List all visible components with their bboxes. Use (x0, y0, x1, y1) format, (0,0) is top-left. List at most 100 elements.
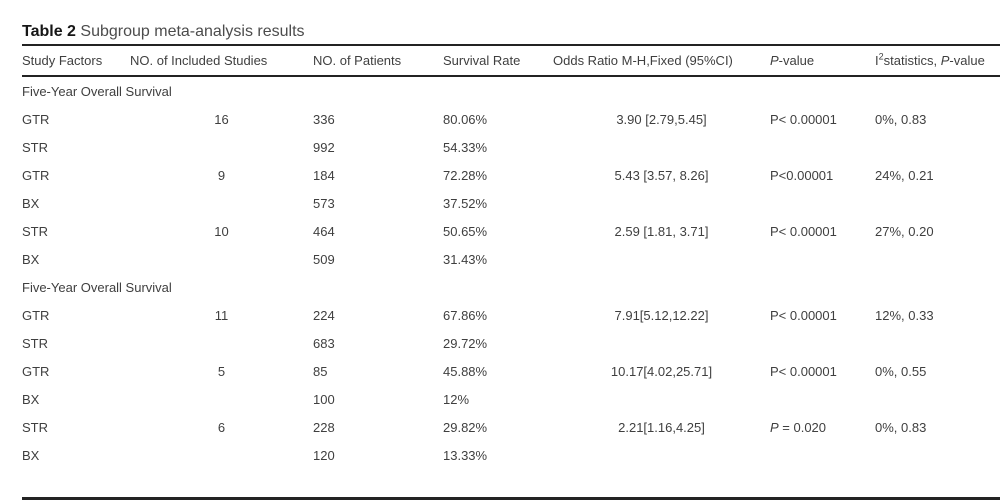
table-title-text: Subgroup meta-analysis results (75, 23, 305, 40)
table-row: BX 509 31.43% (22, 245, 1000, 273)
cell-survival-rate: 29.72% (443, 335, 488, 351)
cell-patients (313, 469, 443, 499)
cell-odds-ratio (553, 385, 770, 413)
table-row: GTR 11 224 67.86% 7.91[5.12,12.22] P< 0.… (22, 301, 1000, 329)
cell-patients: 464 (313, 223, 335, 239)
cell-included-studies: 16 (214, 111, 229, 127)
cell-survival-rate: 67.86% (443, 307, 488, 323)
cell-survival-rate (443, 469, 553, 499)
table-row: STR 992 54.33% (22, 133, 1000, 161)
cell-odds-ratio (553, 245, 770, 273)
cell-study-factor (22, 469, 130, 499)
cell-i2 (875, 329, 1000, 357)
table-row: STR 10 464 50.65% 2.59 [1.81, 3.71] P< 0… (22, 217, 1000, 245)
p-value-rest: -value (778, 53, 815, 68)
cell-i2 (875, 469, 1000, 499)
header-patients: NO. of Patients (313, 45, 443, 77)
cell-patients: 184 (313, 167, 335, 183)
cell-included-studies (130, 385, 313, 413)
header-i2-statistics: I2statistics, P-value (875, 45, 1000, 77)
cell-p-text: P< 0.00001 (770, 307, 837, 323)
cell-p-text: P< 0.00001 (770, 363, 837, 379)
cell-study-factor: GTR (22, 363, 50, 379)
cell-survival-rate: 37.52% (443, 195, 488, 211)
i2-rest: -value (949, 53, 985, 68)
table-row: GTR 5 85 45.88% 10.17[4.02,25.71] P< 0.0… (22, 357, 1000, 385)
cell-odds-ratio (553, 189, 770, 217)
i2-prefix: I (875, 53, 879, 68)
cell-i2 (875, 189, 1000, 217)
cell-survival-rate: 80.06% (443, 111, 488, 127)
section-row: Five-Year Overall Survival (22, 273, 1000, 301)
table-title: Table 2 Subgroup meta-analysis results (22, 22, 1000, 41)
cell-study-factor: GTR (22, 167, 50, 183)
cell-survival-rate: 50.65% (443, 223, 488, 239)
cell-study-factor: BX (22, 391, 40, 407)
cell-patients: 683 (313, 335, 335, 351)
cell-p-value: P = 0.020 (770, 413, 875, 441)
cell-survival-rate: 31.43% (443, 251, 488, 267)
cell-i2 (875, 385, 1000, 413)
cell-i2: 0%, 0.83 (875, 111, 927, 127)
cell-included-studies: 11 (214, 307, 229, 323)
cell-odds-ratio (553, 469, 770, 499)
i2-p-italic: P (940, 53, 950, 68)
table-row: GTR 9 184 72.28% 5.43 [3.57, 8.26] P<0.0… (22, 161, 1000, 189)
i2-mid: statistics, (883, 53, 941, 68)
header-odds-ratio: Odds Ratio M-H,Fixed (95%CI) (553, 45, 770, 77)
cell-p-value (770, 329, 875, 357)
cell-p-value: P< 0.00001 (770, 105, 875, 133)
cell-included-studies (130, 441, 313, 469)
cell-i2: 24%, 0.21 (875, 167, 934, 183)
cell-odds-ratio (553, 329, 770, 357)
cell-patients: 120 (313, 447, 335, 463)
cell-p-value (770, 245, 875, 273)
cell-p-text: = 0.020 (778, 419, 827, 435)
cell-study-factor: STR (22, 335, 48, 351)
cell-included-studies: 10 (214, 223, 229, 239)
cell-patients: 85 (313, 363, 328, 379)
cell-included-studies: 5 (217, 363, 226, 379)
i2-superscript: 2 (878, 51, 884, 62)
cell-study-factor: BX (22, 447, 40, 463)
cell-i2: 27%, 0.20 (875, 223, 934, 239)
section-row: Five-Year Overall Survival (22, 76, 1000, 105)
table-body: Five-Year Overall Survival GTR 16 336 80… (22, 76, 1000, 499)
subgroup-meta-analysis-table: Study Factors NO. of Included Studies NO… (22, 44, 1000, 500)
cell-i2 (875, 133, 1000, 161)
cell-survival-rate: 29.82% (443, 419, 488, 435)
cell-patients: 228 (313, 419, 335, 435)
cell-patients: 100 (313, 391, 335, 407)
cell-p-value: P< 0.00001 (770, 217, 875, 245)
cell-included-studies (130, 245, 313, 273)
cell-survival-rate: 54.33% (443, 139, 488, 155)
table-row: GTR 16 336 80.06% 3.90 [2.79,5.45] P< 0.… (22, 105, 1000, 133)
header-study-factors: Study Factors (22, 45, 130, 77)
cell-odds-ratio (553, 133, 770, 161)
cell-p-value (770, 385, 875, 413)
cell-survival-rate: 12% (443, 391, 470, 407)
cell-survival-rate: 72.28% (443, 167, 488, 183)
table-row: STR 683 29.72% (22, 329, 1000, 357)
cell-p-value (770, 133, 875, 161)
cell-patients: 336 (313, 111, 335, 127)
cell-p-value: P<0.00001 (770, 161, 875, 189)
cell-p-value: P< 0.00001 (770, 357, 875, 385)
cell-included-studies: 6 (217, 419, 226, 435)
cell-included-studies: 9 (217, 167, 226, 183)
cell-study-factor: GTR (22, 111, 50, 127)
cell-included-studies (130, 133, 313, 161)
header-row: Study Factors NO. of Included Studies NO… (22, 45, 1000, 77)
cell-odds-ratio: 2.59 [1.81, 3.71] (614, 223, 709, 239)
cell-patients: 509 (313, 251, 335, 267)
cell-study-factor: STR (22, 419, 48, 435)
table-row: BX 120 13.33% (22, 441, 1000, 469)
cell-included-studies (130, 469, 313, 499)
cell-study-factor: BX (22, 195, 40, 211)
table-header: Study Factors NO. of Included Studies NO… (22, 45, 1000, 77)
header-survival-rate: Survival Rate (443, 45, 553, 77)
cell-odds-ratio: 5.43 [3.57, 8.26] (614, 167, 709, 183)
cell-i2: 0%, 0.55 (875, 363, 927, 379)
cell-survival-rate: 13.33% (443, 447, 488, 463)
